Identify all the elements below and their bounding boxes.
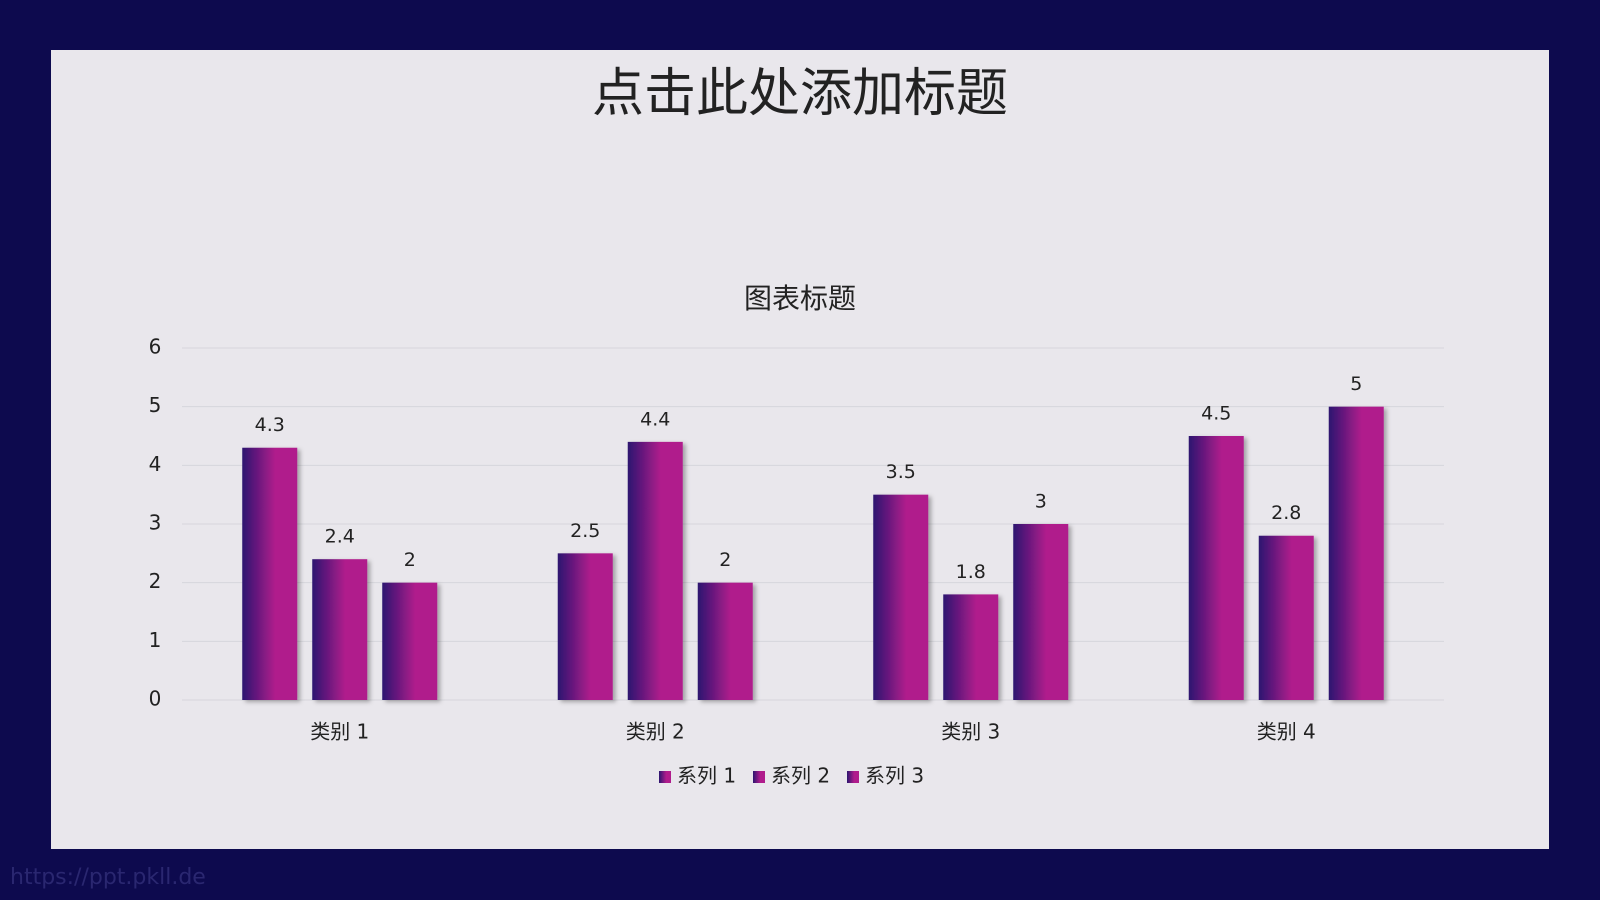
data-label: 2 — [719, 549, 731, 571]
data-label: 2 — [404, 549, 416, 571]
legend-label: 系列 2 — [771, 764, 830, 788]
data-label: 5 — [1350, 373, 1362, 395]
legend-label: 系列 1 — [677, 764, 736, 788]
y-tick-label: 0 — [149, 687, 162, 711]
y-tick-label: 6 — [149, 335, 162, 359]
y-tick-label: 3 — [149, 511, 162, 535]
y-tick-label: 1 — [149, 628, 162, 652]
data-label: 4.5 — [1201, 403, 1231, 425]
legend-swatch — [847, 771, 859, 783]
y-tick-label: 5 — [149, 393, 162, 417]
data-label: 4.3 — [255, 414, 285, 436]
data-label: 2.4 — [325, 526, 355, 548]
x-tick-label: 类别 4 — [1257, 720, 1316, 744]
bar — [697, 582, 753, 700]
legend-swatch — [753, 771, 765, 783]
bar — [312, 559, 368, 700]
data-label: 3 — [1035, 491, 1047, 513]
slide-title: 点击此处添加标题 — [592, 64, 1008, 124]
chart-title: 图表标题 — [744, 282, 856, 315]
data-label: 2.5 — [570, 520, 600, 542]
x-tick-label: 类别 2 — [626, 720, 685, 744]
bar — [627, 441, 683, 700]
x-tick-label: 类别 3 — [941, 720, 1000, 744]
slide-panel — [51, 50, 1549, 849]
legend-swatch — [659, 771, 671, 783]
bar — [943, 594, 999, 700]
bar — [1013, 524, 1069, 700]
bar — [1328, 406, 1384, 700]
bar — [382, 582, 438, 700]
watermark: https://ppt.pkll.de — [10, 865, 206, 890]
y-tick-label: 2 — [149, 569, 162, 593]
bar — [242, 447, 298, 700]
data-label: 2.8 — [1271, 502, 1301, 524]
data-label: 1.8 — [956, 561, 986, 583]
data-label: 3.5 — [886, 461, 916, 483]
x-tick-label: 类别 1 — [310, 720, 369, 744]
y-tick-label: 4 — [149, 452, 162, 476]
bar — [557, 553, 613, 700]
legend-label: 系列 3 — [865, 764, 924, 788]
bar — [1188, 436, 1244, 700]
data-label: 4.4 — [640, 408, 670, 430]
bar — [873, 494, 929, 700]
bar — [1258, 535, 1314, 700]
